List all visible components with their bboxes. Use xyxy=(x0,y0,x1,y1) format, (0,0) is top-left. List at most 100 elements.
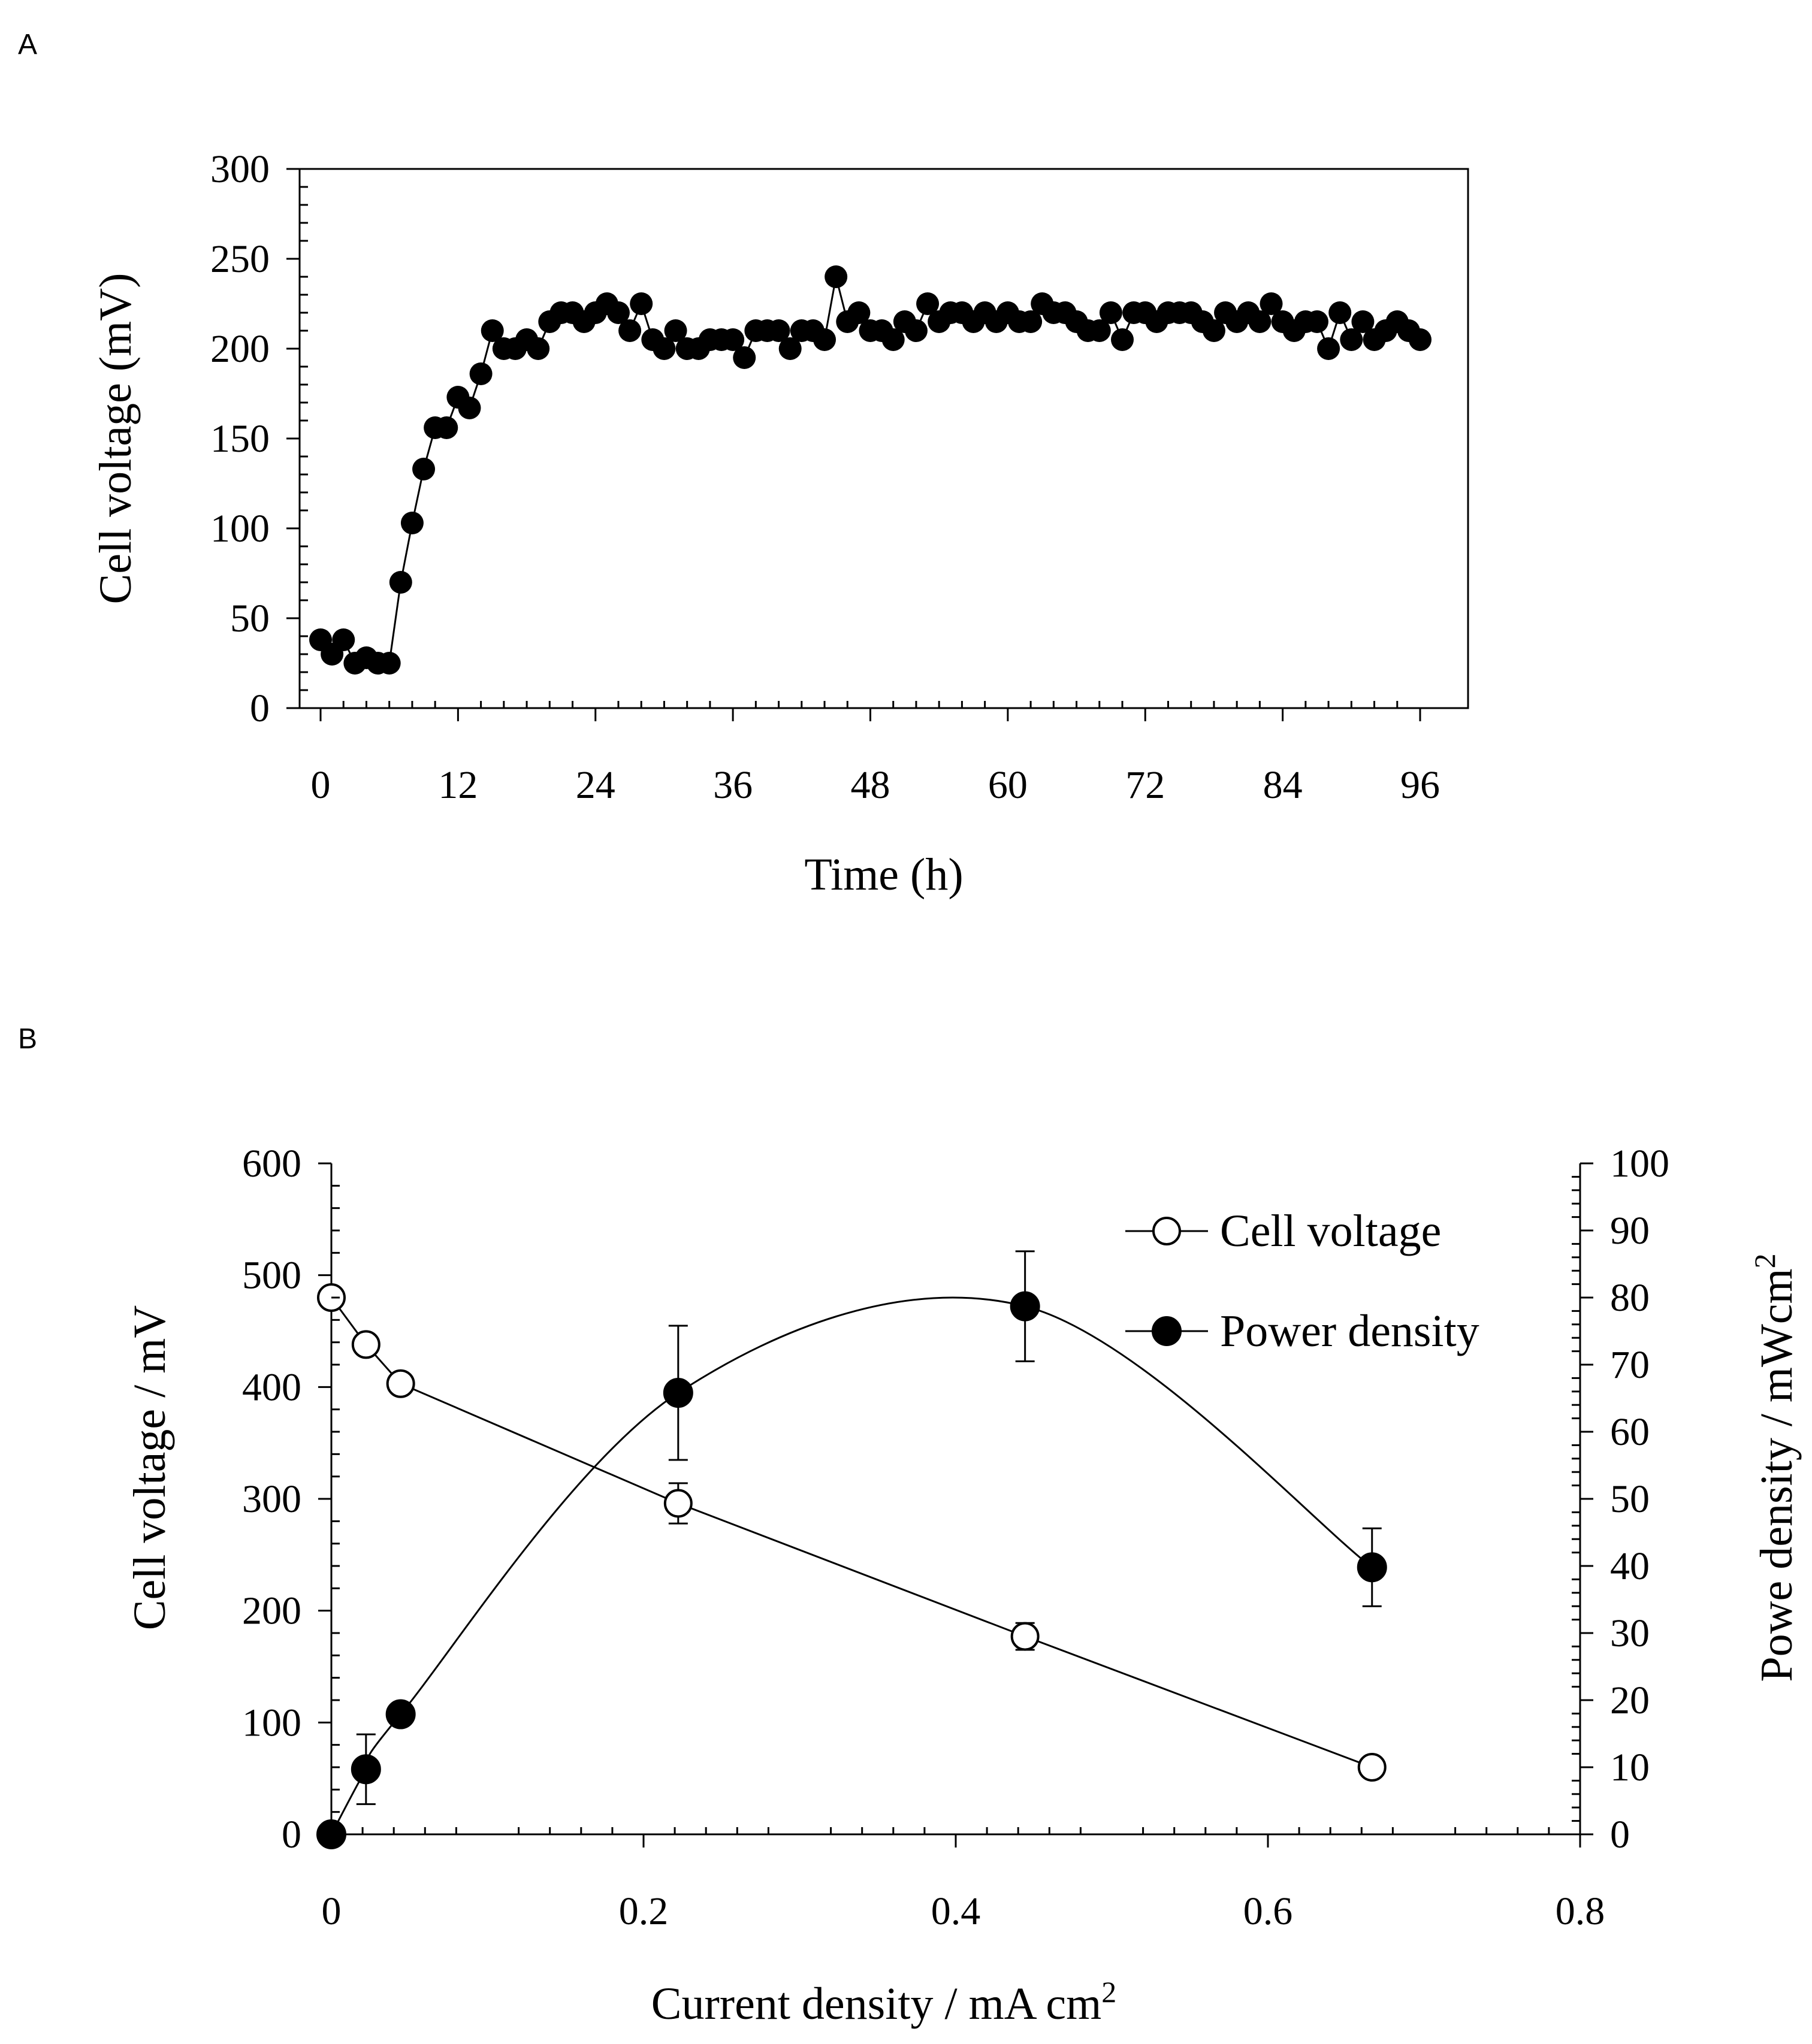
panel-a-data-point xyxy=(733,346,756,369)
panel-a-data-point xyxy=(1111,328,1134,351)
panel-b-y-tick-label: 100 xyxy=(242,1701,301,1744)
panel-a-x-axis-title: Time (h) xyxy=(804,849,963,900)
panel-b-y-tick-label: 600 xyxy=(242,1142,301,1186)
panel-a-y-tick-label: 100 xyxy=(210,507,270,551)
panel-b-legend: Cell voltage Power density xyxy=(1125,1206,1479,1356)
legend-power-density-marker xyxy=(1152,1316,1182,1346)
panel-a-x-tick-label: 48 xyxy=(851,763,890,807)
panel-a-data-point xyxy=(1248,310,1272,333)
panel-b-x-tick-label: 0 xyxy=(322,1889,342,1933)
panel-a-data-point xyxy=(1340,328,1363,351)
legend-power-density-label: Power density xyxy=(1220,1306,1479,1356)
panel-a-y-tick-label: 300 xyxy=(210,147,270,191)
panel-a-data-point xyxy=(721,328,745,351)
panel-a-series-segment xyxy=(388,582,402,664)
panel-a-data-point xyxy=(1351,310,1375,333)
panel-b-secondary-y-axis-title: Powe density / mWcm2 xyxy=(1748,1253,1802,1682)
panel-b-x-axis-title: Current density / mA cm2 xyxy=(651,1975,1116,2029)
panel-a-x-tick-label: 60 xyxy=(988,763,1028,807)
panel-a-x-tick-label: 12 xyxy=(438,763,478,807)
power-density-point xyxy=(1357,1552,1387,1583)
power-density-curve xyxy=(330,1296,1373,1835)
panel-b-y2-tick-label: 50 xyxy=(1610,1477,1650,1521)
panel-b-y2-tick-label: 40 xyxy=(1610,1544,1650,1588)
panel-a-y-tick-label: 200 xyxy=(210,327,270,371)
panel-a-x-tick-label: 84 xyxy=(1263,763,1303,807)
panel-a-data-point xyxy=(618,319,642,342)
panel-b-chart: 0 0.2 0.4 0.6 0.8 0 100 200 300 400 500 600 0 10 20 3… xyxy=(242,1142,1669,1933)
panel-a-data-point xyxy=(916,292,940,315)
panel-a-data-point xyxy=(767,319,790,342)
panel-b-secondary-y-axis-title-superscript: 2 xyxy=(1748,1253,1781,1268)
panel-a-label: A xyxy=(18,29,37,61)
panel-b-x-tick-label: 0.8 xyxy=(1556,1889,1605,1933)
panel-b-x-tick-label: 0.6 xyxy=(1243,1889,1293,1933)
panel-a-data-point xyxy=(653,337,676,360)
panel-a-data-point xyxy=(400,512,424,534)
panel-b-y2-tick-label: 10 xyxy=(1610,1746,1650,1789)
panel-b-x-axis-title-text: Current density / mA cm xyxy=(651,1979,1101,2029)
panel-a-data-point xyxy=(378,652,401,675)
power-density-point xyxy=(663,1378,693,1408)
panel-a-x-tick-label: 24 xyxy=(576,763,615,807)
panel-a-data-point xyxy=(412,458,436,480)
panel-b-x-axis-title-superscript: 2 xyxy=(1101,1975,1116,2009)
panel-a-data-point xyxy=(1202,319,1225,342)
panel-b-x-tick-label: 0.2 xyxy=(619,1889,669,1933)
panel-b-y2-tick-label: 80 xyxy=(1610,1276,1650,1320)
panel-a-x-tick-label: 96 xyxy=(1400,763,1440,807)
panel-a-data-point xyxy=(778,337,802,360)
panel-b-y2-tick-label: 100 xyxy=(1610,1142,1669,1186)
panel-a-data-point xyxy=(1260,292,1283,315)
panel-a-y-tick-label: 0 xyxy=(250,687,270,730)
panel-a-x-tick-label: 36 xyxy=(713,763,753,807)
panel-a-chart: 0 12 24 36 48 60 72 84 96 0 50 100 150 200 250 300 xyxy=(210,147,1469,807)
panel-a-x-tick-label: 72 xyxy=(1125,763,1165,807)
panel-b-y2-tick-label: 90 xyxy=(1610,1209,1650,1253)
panel-a-y-tick-label: 250 xyxy=(210,237,270,281)
panel-b-y2-tick-label: 20 xyxy=(1610,1679,1650,1722)
panel-a-data-point xyxy=(458,397,481,419)
panel-a-data-point xyxy=(527,337,550,360)
panel-a-data-point xyxy=(664,319,687,342)
panel-a-data-point xyxy=(1088,319,1111,342)
panel-b-y2-tick-label: 60 xyxy=(1610,1410,1650,1454)
panel-a-data-point xyxy=(1409,328,1432,351)
panel-b-x-tick-label: 0.4 xyxy=(931,1889,981,1933)
panel-a-data-point xyxy=(881,328,905,351)
panel-a-y-tick-label: 150 xyxy=(210,417,270,461)
panel-b-label: B xyxy=(18,1023,37,1055)
panel-a-data-point xyxy=(469,362,493,385)
panel-a-plot-frame xyxy=(298,168,1469,709)
power-density-point xyxy=(1010,1291,1040,1322)
cell-voltage-line xyxy=(330,1297,1373,1768)
panel-a-x-tick-label: 0 xyxy=(311,763,331,807)
panel-b-y-tick-label: 0 xyxy=(282,1813,301,1856)
panel-a-data-point xyxy=(332,628,355,651)
panel-b-y-tick-label: 300 xyxy=(242,1477,301,1521)
panel-b-y2-tick-label: 0 xyxy=(1610,1813,1630,1856)
panel-a-data-point xyxy=(606,301,630,324)
panel-a-data-point xyxy=(813,328,836,351)
panel-b-y-axis-title: Cell voltage / mV xyxy=(125,1305,175,1631)
panel-a-y-tick-label: 50 xyxy=(230,597,270,640)
panel-a-data-point xyxy=(825,265,848,288)
cell-voltage-point xyxy=(663,1489,693,1518)
panel-b-y-tick-label: 500 xyxy=(242,1254,301,1298)
panel-a-data-point xyxy=(1328,301,1352,324)
panel-a-data-point xyxy=(481,319,504,342)
cell-voltage-point xyxy=(1357,1753,1387,1782)
panel-a-data-point xyxy=(904,319,928,342)
panel-a-data-point xyxy=(1317,337,1340,360)
panel-a-y-axis-title: Cell voltage (mV) xyxy=(90,273,141,604)
panel-a-data-point xyxy=(389,571,412,594)
power-density-point xyxy=(385,1699,416,1729)
legend-cell-voltage-label: Cell voltage xyxy=(1220,1206,1441,1256)
panel-a-data-point xyxy=(435,416,458,439)
panel-a-data-point xyxy=(630,292,653,315)
panel-b-y2-tick-label: 70 xyxy=(1610,1343,1650,1387)
panel-b-y2-tick-label: 30 xyxy=(1610,1611,1650,1655)
legend-cell-voltage-marker xyxy=(1152,1217,1181,1245)
panel-a-data-point xyxy=(847,301,871,324)
